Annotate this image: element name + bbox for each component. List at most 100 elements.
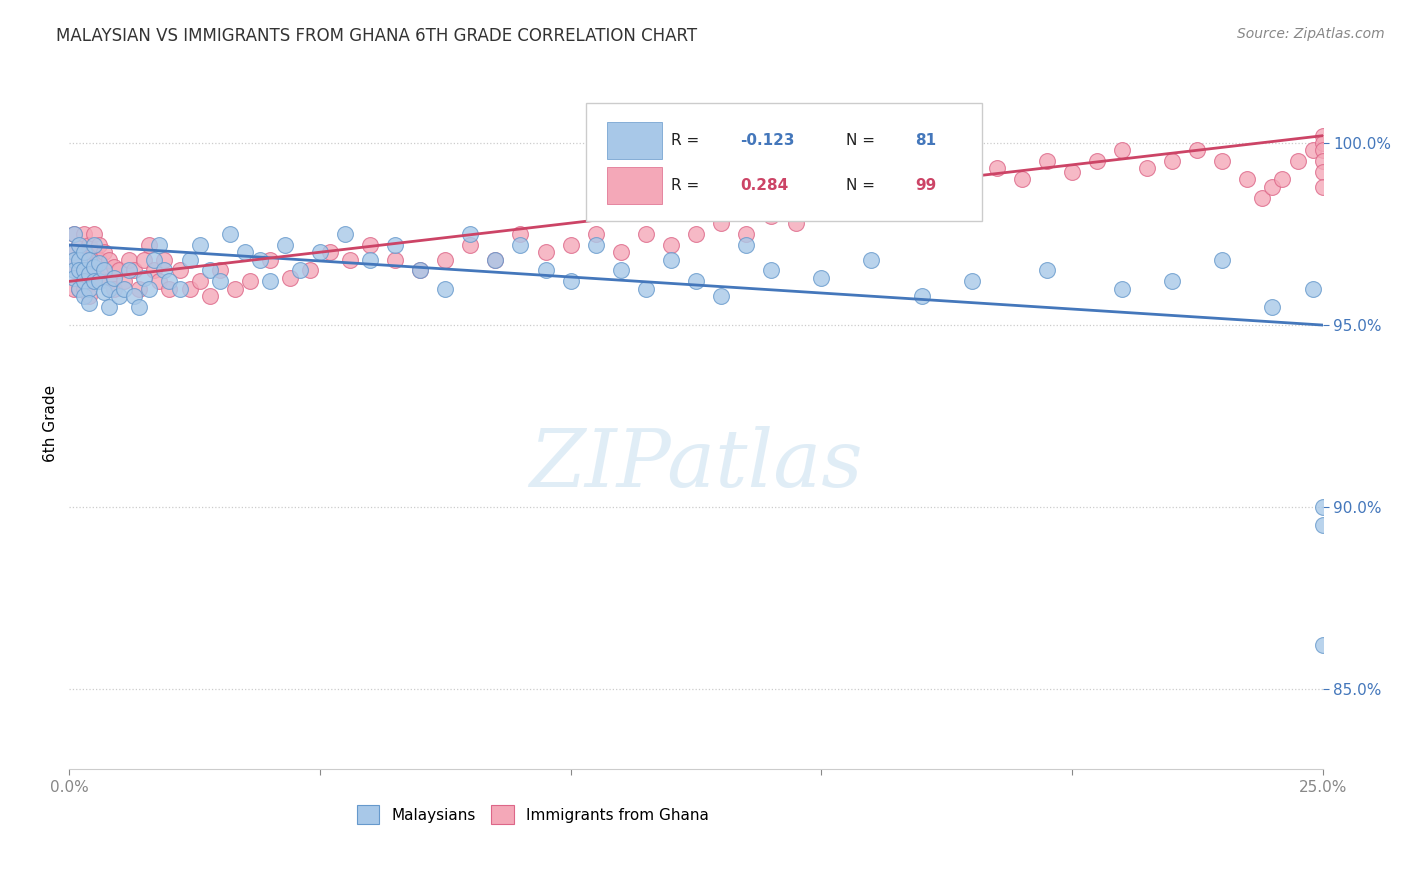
Point xyxy=(89,270,111,285)
Point xyxy=(1261,300,1284,314)
Point xyxy=(1302,143,1324,157)
Point xyxy=(63,270,86,285)
Point xyxy=(98,252,121,267)
Point xyxy=(1312,143,1334,157)
Point xyxy=(685,227,707,241)
FancyBboxPatch shape xyxy=(607,121,662,159)
Text: 99: 99 xyxy=(915,178,936,193)
Point xyxy=(188,238,211,252)
Point xyxy=(239,274,262,288)
Point xyxy=(409,263,432,277)
Point xyxy=(83,270,105,285)
Point xyxy=(153,263,176,277)
Point xyxy=(659,252,682,267)
Point xyxy=(148,238,170,252)
Point xyxy=(73,245,96,260)
Point xyxy=(233,245,256,260)
Point xyxy=(83,245,105,260)
Point xyxy=(73,282,96,296)
Point xyxy=(169,263,191,277)
Point xyxy=(63,245,86,260)
Point xyxy=(73,274,96,288)
Point xyxy=(79,270,101,285)
Point xyxy=(89,252,111,267)
Point xyxy=(319,245,342,260)
Point xyxy=(67,263,90,277)
Point xyxy=(63,227,86,241)
Point xyxy=(458,238,481,252)
Point xyxy=(83,238,105,252)
Point xyxy=(534,263,557,277)
Point xyxy=(112,274,135,288)
Point xyxy=(198,263,221,277)
Point xyxy=(134,252,156,267)
Point xyxy=(1312,128,1334,143)
Point xyxy=(124,263,146,277)
Point xyxy=(1085,154,1108,169)
Text: N =: N = xyxy=(846,178,880,193)
Point xyxy=(93,245,115,260)
Point xyxy=(73,245,96,260)
Point xyxy=(886,179,908,194)
Point xyxy=(1011,172,1033,186)
Point xyxy=(179,252,201,267)
Point xyxy=(384,252,406,267)
Point xyxy=(63,263,86,277)
Point xyxy=(208,263,231,277)
FancyBboxPatch shape xyxy=(607,167,662,204)
Point xyxy=(1251,191,1274,205)
Point xyxy=(118,252,141,267)
Point xyxy=(73,263,96,277)
Point xyxy=(79,252,101,267)
Point xyxy=(1211,154,1233,169)
Point xyxy=(534,245,557,260)
Point xyxy=(169,282,191,296)
Point xyxy=(384,238,406,252)
Point xyxy=(112,282,135,296)
Point xyxy=(309,245,332,260)
Legend: Malaysians, Immigrants from Ghana: Malaysians, Immigrants from Ghana xyxy=(357,805,710,824)
Point xyxy=(79,238,101,252)
Point xyxy=(810,202,832,216)
Point xyxy=(339,252,361,267)
Point xyxy=(860,198,883,212)
Point xyxy=(138,238,160,252)
Point xyxy=(634,227,657,241)
Point xyxy=(274,238,297,252)
Point xyxy=(333,227,356,241)
Point xyxy=(79,296,101,310)
Point xyxy=(98,274,121,288)
Point xyxy=(434,282,457,296)
Point xyxy=(1161,154,1184,169)
Point xyxy=(159,274,181,288)
Text: MALAYSIAN VS IMMIGRANTS FROM GHANA 6TH GRADE CORRELATION CHART: MALAYSIAN VS IMMIGRANTS FROM GHANA 6TH G… xyxy=(56,27,697,45)
Point xyxy=(79,289,101,303)
Point xyxy=(298,263,321,277)
Point xyxy=(585,238,607,252)
Point xyxy=(759,209,782,223)
Point xyxy=(735,227,758,241)
Point xyxy=(63,282,86,296)
Point xyxy=(103,260,125,274)
Point xyxy=(103,270,125,285)
FancyBboxPatch shape xyxy=(586,103,981,221)
Point xyxy=(986,161,1008,176)
Point xyxy=(224,282,246,296)
Point xyxy=(63,227,86,241)
Point xyxy=(98,300,121,314)
Point xyxy=(560,238,582,252)
Text: -0.123: -0.123 xyxy=(740,133,794,148)
Point xyxy=(138,282,160,296)
Point xyxy=(509,238,531,252)
Point xyxy=(835,191,858,205)
Point xyxy=(108,289,131,303)
Text: ZIPatlas: ZIPatlas xyxy=(529,426,863,504)
Point xyxy=(134,270,156,285)
Point xyxy=(67,282,90,296)
Point xyxy=(434,252,457,267)
Point xyxy=(1271,172,1294,186)
Point xyxy=(1286,154,1309,169)
Point xyxy=(1036,154,1059,169)
Point xyxy=(63,263,86,277)
Point xyxy=(128,300,150,314)
